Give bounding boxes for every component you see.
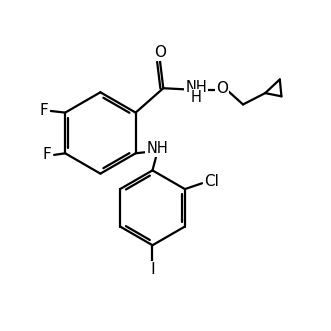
Text: NH: NH — [185, 80, 207, 95]
Text: I: I — [150, 262, 155, 277]
Text: O: O — [216, 81, 228, 96]
Text: H: H — [191, 90, 202, 106]
Text: NH: NH — [147, 141, 168, 156]
Text: F: F — [42, 147, 51, 163]
Text: O: O — [154, 45, 166, 60]
Text: Cl: Cl — [204, 174, 219, 189]
Text: F: F — [39, 104, 48, 118]
